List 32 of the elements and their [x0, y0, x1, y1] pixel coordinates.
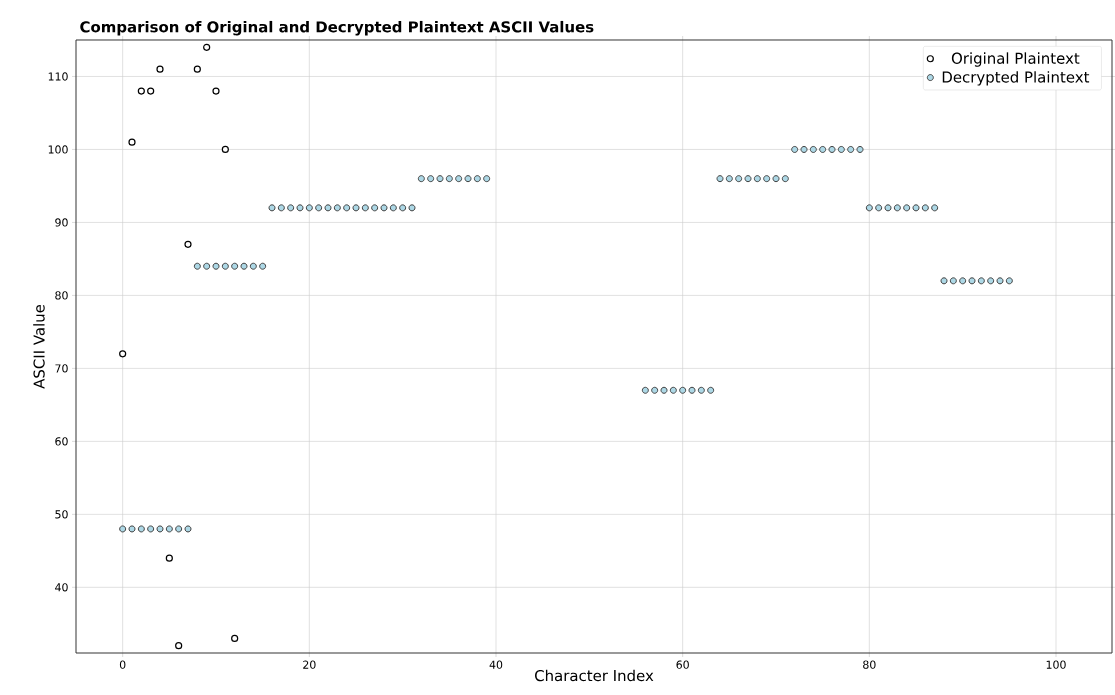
x-tick-label: 20	[303, 660, 316, 669]
point	[175, 642, 183, 650]
y-axis-title: ASCII Value	[33, 304, 45, 389]
x-axis-title: Character Index	[535, 669, 654, 682]
y-tick-label: 40	[55, 583, 68, 592]
x-tick-label: 100	[1046, 660, 1066, 669]
point	[193, 65, 201, 73]
y-tick-label: 60	[55, 437, 68, 446]
x-tick-label: 60	[676, 660, 689, 669]
point	[184, 240, 192, 248]
point	[128, 138, 136, 146]
y-tick-label: 80	[55, 291, 68, 300]
y-tick-label: 100	[48, 145, 68, 154]
y-tick-label: 50	[55, 510, 68, 519]
chart-title: Comparison of Original and Decrypted Plaintext ASCII Values	[80, 20, 594, 36]
y-tick-label: 90	[55, 218, 68, 227]
x-tick-label: 40	[489, 660, 503, 669]
legend-label: Original Plaintext	[951, 52, 1080, 67]
point	[119, 350, 127, 358]
point	[212, 87, 220, 95]
x-tick-label: 80	[863, 660, 876, 669]
y-tick-label: 70	[55, 364, 68, 373]
point	[165, 554, 173, 562]
legend-label: Decrypted Plaintext	[942, 71, 1090, 86]
point	[221, 145, 229, 154]
y-tick-label: 110	[48, 72, 68, 81]
point	[203, 43, 211, 51]
x-tick-label: 0	[119, 660, 126, 669]
point	[156, 65, 164, 73]
point	[147, 87, 155, 95]
point	[137, 87, 145, 95]
point	[231, 634, 239, 643]
